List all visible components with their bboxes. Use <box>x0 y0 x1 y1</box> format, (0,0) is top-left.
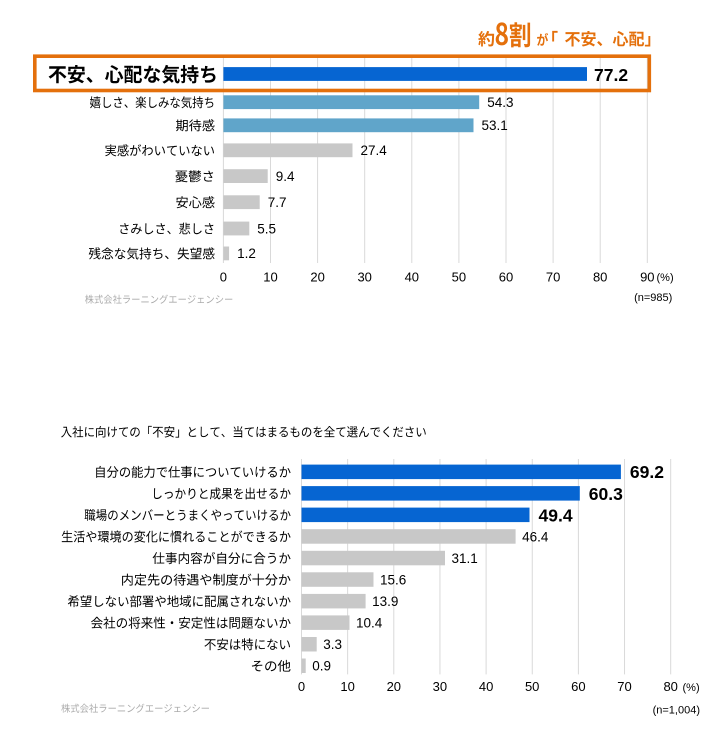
svg-text:9.4: 9.4 <box>276 169 295 184</box>
svg-text:70: 70 <box>617 679 631 694</box>
svg-text:54.3: 54.3 <box>487 95 513 110</box>
svg-text:69.2: 69.2 <box>630 462 664 482</box>
svg-text:15.6: 15.6 <box>380 572 406 587</box>
svg-text:10: 10 <box>340 679 354 694</box>
svg-text:40: 40 <box>479 679 493 694</box>
svg-text:0: 0 <box>220 270 227 285</box>
svg-text:49.4: 49.4 <box>539 505 573 525</box>
svg-text:7.7: 7.7 <box>268 195 287 210</box>
svg-text:10: 10 <box>263 270 277 285</box>
svg-text:1.2: 1.2 <box>237 246 256 261</box>
svg-text:60: 60 <box>571 679 585 694</box>
svg-text:(%): (%) <box>683 682 700 694</box>
svg-text:13.9: 13.9 <box>372 594 398 609</box>
svg-text:(n=1,004): (n=1,004) <box>653 705 700 717</box>
svg-text:(n=985): (n=985) <box>634 292 672 304</box>
svg-text:80: 80 <box>593 270 607 285</box>
svg-text:10.4: 10.4 <box>356 615 383 630</box>
svg-text:70: 70 <box>546 270 560 285</box>
svg-text:90: 90 <box>640 270 654 285</box>
svg-text:50: 50 <box>525 679 539 694</box>
svg-text:40: 40 <box>405 270 419 285</box>
svg-text:50: 50 <box>452 270 466 285</box>
svg-text:60: 60 <box>499 270 513 285</box>
svg-text:53.1: 53.1 <box>482 118 508 133</box>
svg-text:5.5: 5.5 <box>257 221 276 236</box>
svg-text:30: 30 <box>357 270 371 285</box>
svg-text:27.4: 27.4 <box>361 143 388 158</box>
svg-text:80: 80 <box>663 679 677 694</box>
svg-text:0.9: 0.9 <box>312 659 331 674</box>
svg-text:46.4: 46.4 <box>522 529 549 544</box>
svg-text:30: 30 <box>433 679 447 694</box>
svg-text:31.1: 31.1 <box>452 551 478 566</box>
svg-text:0: 0 <box>298 679 305 694</box>
svg-text:77.2: 77.2 <box>594 65 628 85</box>
svg-text:3.3: 3.3 <box>323 637 342 652</box>
svg-text:20: 20 <box>387 679 401 694</box>
svg-text:60.3: 60.3 <box>589 484 623 504</box>
svg-text:20: 20 <box>310 270 324 285</box>
svg-text:(%): (%) <box>657 272 674 284</box>
